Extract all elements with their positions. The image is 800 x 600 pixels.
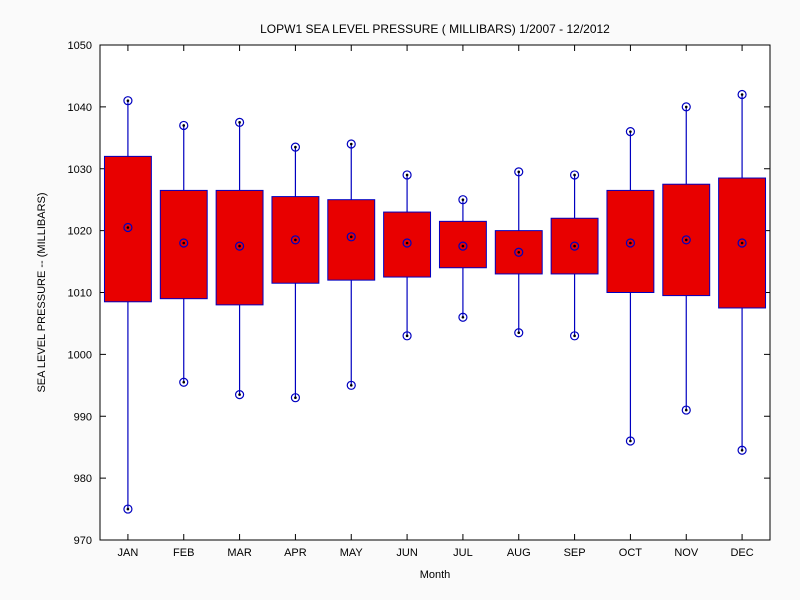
high-dot [517, 171, 520, 174]
median-dot [573, 245, 576, 248]
low-dot [350, 384, 353, 387]
low-dot [182, 381, 185, 384]
ytick-label: 990 [74, 411, 92, 423]
low-dot [685, 409, 688, 412]
high-dot [182, 124, 185, 127]
low-dot [238, 393, 241, 396]
median-dot [238, 245, 241, 248]
box [104, 156, 151, 301]
ytick-label: 970 [74, 535, 92, 547]
xtick-label: JAN [118, 547, 139, 559]
high-dot [406, 174, 409, 177]
box [160, 190, 207, 298]
xtick-label: OCT [619, 547, 643, 559]
low-dot [629, 440, 632, 443]
high-dot [238, 121, 241, 124]
high-dot [685, 106, 688, 109]
xtick-label: NOV [674, 547, 699, 559]
low-dot [406, 335, 409, 338]
xtick-label: SEP [564, 547, 586, 559]
low-dot [462, 316, 465, 319]
xtick-label: APR [284, 547, 307, 559]
box [216, 190, 263, 304]
high-dot [629, 130, 632, 133]
median-dot [629, 242, 632, 245]
median-dot [406, 242, 409, 245]
chart-title: LOPW1 SEA LEVEL PRESSURE ( MILLIBARS) 1/… [260, 22, 610, 36]
xtick-label: MAY [340, 547, 364, 559]
ytick-label: 980 [74, 473, 92, 485]
median-dot [294, 239, 297, 242]
xtick-label: AUG [507, 547, 531, 559]
ytick-label: 1000 [68, 349, 92, 361]
low-dot [517, 331, 520, 334]
median-dot [517, 251, 520, 254]
xtick-label: MAR [227, 547, 252, 559]
high-dot [127, 99, 130, 102]
low-dot [741, 449, 744, 452]
high-dot [294, 146, 297, 149]
median-dot [741, 242, 744, 245]
high-dot [462, 198, 465, 201]
box [607, 190, 654, 292]
box [439, 221, 486, 267]
median-dot [182, 242, 185, 245]
xtick-label: JUN [396, 547, 417, 559]
ytick-label: 1040 [68, 102, 92, 114]
ytick-label: 1050 [68, 40, 92, 52]
low-dot [294, 396, 297, 399]
xtick-label: FEB [173, 547, 194, 559]
ytick-label: 1010 [68, 288, 92, 300]
boxplot-chart: 970 980 990 1000 1010 1020 1030 1040 1050 JAN FEB M… [0, 0, 800, 600]
box [328, 200, 375, 280]
xtick-label: DEC [730, 547, 753, 559]
ytick-label: 1020 [68, 226, 92, 238]
xtick-label: JUL [453, 547, 473, 559]
median-dot [462, 245, 465, 248]
x-axis-label: Month [420, 569, 451, 581]
low-dot [127, 508, 130, 511]
chart-container: 970 980 990 1000 1010 1020 1030 1040 1050 JAN FEB M… [0, 0, 800, 600]
high-dot [573, 174, 576, 177]
high-dot [350, 143, 353, 146]
median-dot [685, 239, 688, 242]
ytick-label: 1030 [68, 164, 92, 176]
median-dot [350, 236, 353, 239]
median-dot [127, 226, 130, 229]
y-axis-label: SEA LEVEL PRESSURE -- (MILLIBARS) [36, 192, 48, 392]
high-dot [741, 93, 744, 96]
box [384, 212, 431, 277]
low-dot [573, 335, 576, 338]
